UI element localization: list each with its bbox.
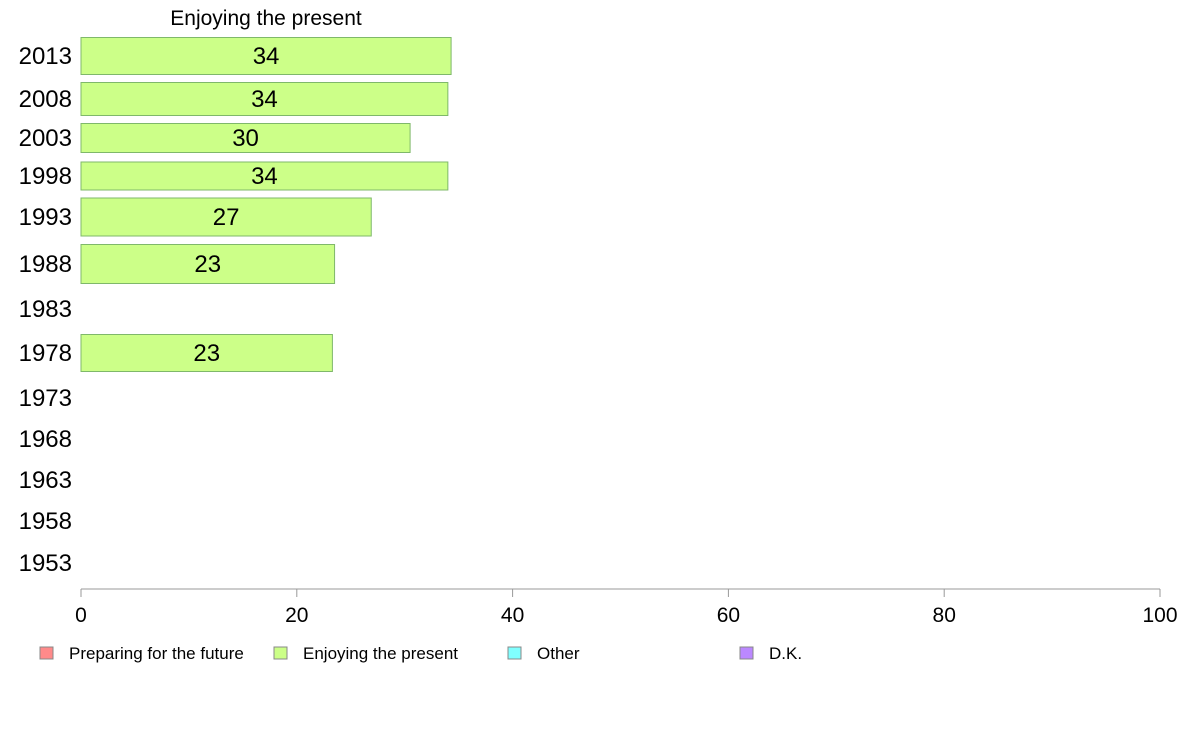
y-category-label: 1978 [19,340,72,367]
legend-swatch [739,646,754,660]
bar-value-label: 34 [251,163,278,190]
bar [80,161,449,191]
y-category-label: 2008 [19,86,72,113]
x-tick-label: 80 [933,604,956,627]
bar-value-label: 27 [213,204,240,231]
y-category-label: 1983 [19,296,72,323]
bar-row: 1993 27 [19,197,372,237]
bar-value-label: 23 [194,251,221,278]
y-category-label: 1968 [19,426,72,453]
bar-row: 1963 [19,467,72,494]
bar-row: 1978 23 [19,334,333,372]
bar [80,197,372,237]
bar-row: 1998 34 [19,161,449,191]
bar [80,82,449,116]
x-tick-label: 20 [285,604,308,627]
x-tick-label: 60 [717,604,740,627]
y-category-label: 2013 [19,43,72,70]
legend-label: Other [537,644,580,663]
bar [80,244,336,284]
y-category-label: 2003 [19,125,72,152]
bar-row: 2013 34 [19,37,452,75]
y-category-label: 1953 [19,550,72,577]
bar [80,37,452,75]
legend-item: Other [507,644,580,663]
bar-row: 2008 34 [19,82,449,116]
chart-title: Enjoying the present [170,7,362,30]
legend-item: D.K. [739,644,802,663]
bar-row: 1988 23 [19,244,336,284]
bar-value-label: 23 [193,340,220,367]
y-category-label: 1988 [19,251,72,278]
y-category-label: 1998 [19,163,72,190]
bar-row: 1958 [19,508,72,535]
bar-value-label: 30 [232,125,259,152]
bar [80,334,333,372]
legend-item: Preparing for the future [39,644,244,663]
bar-rows: 2013 34 2008 34 2003 30 1998 34 1993 27 1988 23 1983… [19,37,452,577]
legend-swatch [507,646,522,660]
bar-value-label: 34 [253,43,280,70]
legend-swatch [273,646,288,660]
legend-label: Preparing for the future [69,644,244,663]
y-category-label: 1958 [19,508,72,535]
bar-row: 1968 [19,426,72,453]
legend-label: Enjoying the present [303,644,458,663]
legend-item: Enjoying the present [273,644,458,663]
legend-label: D.K. [769,644,802,663]
bar-row: 1953 [19,550,72,577]
x-axis: 0 20 40 60 80 100 [75,588,1178,627]
legend: Preparing for the future Enjoying the pre… [39,644,802,663]
bar-row: 1983 [19,296,72,323]
bar-value-label: 34 [251,86,278,113]
y-category-label: 1963 [19,467,72,494]
x-tick-label: 40 [501,604,524,627]
bar-row: 2003 30 [19,123,411,153]
legend-swatch [39,646,54,660]
y-category-label: 1993 [19,204,72,231]
y-category-label: 1973 [19,385,72,412]
bar-row: 1973 [19,385,72,412]
x-tick-label: 100 [1142,604,1177,627]
bar [80,123,411,153]
x-tick-label: 0 [75,604,87,627]
